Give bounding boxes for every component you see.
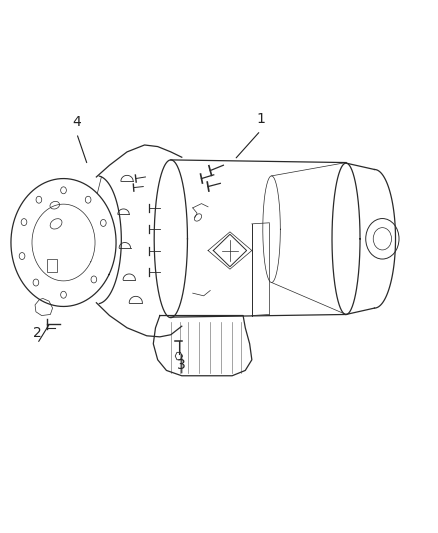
Text: 1: 1 xyxy=(256,112,265,126)
Text: 2: 2 xyxy=(33,326,42,340)
Text: 3: 3 xyxy=(177,358,186,372)
Text: 4: 4 xyxy=(72,115,81,129)
Bar xyxy=(47,259,57,272)
